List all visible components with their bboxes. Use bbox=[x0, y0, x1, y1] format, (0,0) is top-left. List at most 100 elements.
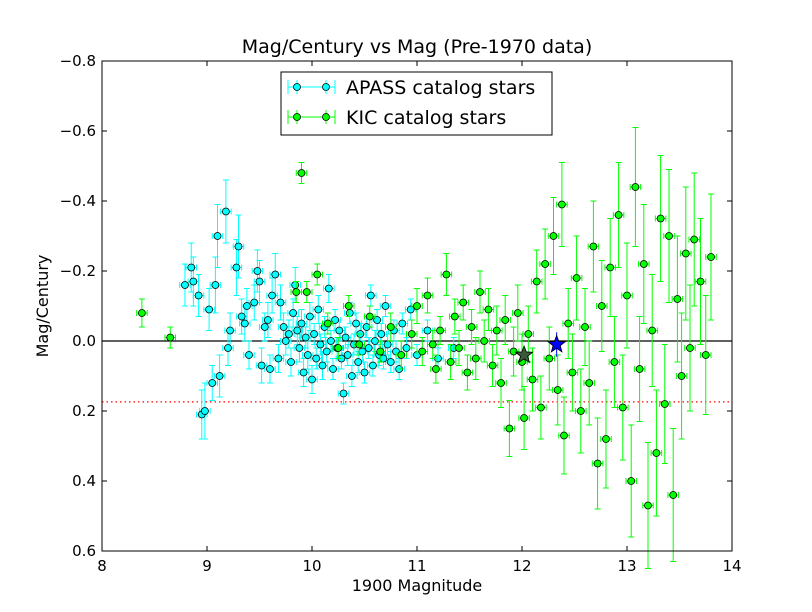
chart-title: Mag/Century vs Mag (Pre-1970 data) bbox=[242, 36, 592, 58]
target-star bbox=[547, 334, 567, 353]
data-point bbox=[257, 361, 266, 370]
data-point bbox=[224, 344, 232, 352]
data-point bbox=[406, 305, 415, 314]
data-point bbox=[690, 235, 699, 244]
data-point bbox=[334, 344, 343, 352]
data-point bbox=[312, 354, 321, 363]
data-point bbox=[707, 253, 715, 261]
data-point bbox=[284, 330, 293, 338]
data-point bbox=[208, 379, 217, 387]
data-point bbox=[623, 291, 631, 300]
data-point bbox=[215, 372, 224, 380]
data-point bbox=[537, 403, 545, 412]
data-point bbox=[383, 340, 392, 349]
data-point bbox=[279, 323, 288, 331]
data-point bbox=[187, 263, 196, 272]
data-point bbox=[442, 270, 451, 279]
data-point bbox=[297, 319, 306, 328]
data-point bbox=[194, 291, 203, 300]
y-axis: −0.8 −0.6 −0.4 −0.2 0.0 0.2 0.4 0.6 bbox=[60, 52, 732, 560]
data-point bbox=[352, 319, 361, 328]
data-point bbox=[606, 263, 615, 272]
data-point bbox=[467, 323, 476, 331]
data-point bbox=[355, 340, 364, 349]
data-point bbox=[323, 319, 332, 328]
data-point bbox=[581, 323, 589, 331]
data-point bbox=[341, 333, 350, 342]
x-tick-label: 13 bbox=[617, 557, 636, 575]
data-point bbox=[471, 354, 480, 363]
data-point bbox=[549, 232, 558, 240]
data-point bbox=[263, 316, 272, 324]
data-point bbox=[509, 347, 518, 356]
data-point bbox=[627, 477, 636, 485]
data-point bbox=[532, 277, 541, 286]
data-point bbox=[295, 344, 304, 352]
data-point bbox=[665, 232, 673, 240]
y-tick-label: 0.6 bbox=[72, 542, 96, 560]
data-point bbox=[324, 284, 333, 293]
data-point bbox=[648, 326, 657, 335]
data-point bbox=[669, 491, 678, 499]
data-point bbox=[572, 274, 581, 282]
data-point bbox=[528, 375, 537, 384]
data-point bbox=[226, 326, 235, 335]
data-point bbox=[302, 288, 311, 296]
data-point bbox=[292, 288, 301, 296]
x-tick-label: 10 bbox=[302, 557, 321, 575]
data-point bbox=[339, 389, 348, 398]
data-point bbox=[344, 302, 353, 310]
data-point bbox=[232, 263, 241, 272]
legend-marker-apass bbox=[293, 83, 301, 91]
data-point bbox=[289, 309, 298, 317]
legend-label-apass: APASS catalog stars bbox=[346, 77, 535, 99]
data-point bbox=[318, 361, 327, 370]
data-point bbox=[213, 232, 222, 240]
data-point bbox=[652, 449, 661, 457]
x-tick-label: 14 bbox=[722, 557, 741, 575]
data-point bbox=[407, 330, 416, 338]
data-point bbox=[423, 291, 432, 300]
data-point bbox=[497, 379, 505, 387]
data-point bbox=[505, 424, 514, 433]
data-point bbox=[681, 249, 690, 258]
data-point bbox=[310, 330, 319, 338]
data-point bbox=[446, 358, 455, 366]
y-axis-label: Mag/Century bbox=[33, 255, 52, 358]
legend: APASS catalog stars KIC catalog stars bbox=[280, 71, 553, 136]
data-point bbox=[326, 337, 335, 345]
data-point bbox=[137, 309, 146, 317]
legend-marker-kic bbox=[293, 113, 301, 121]
data-point bbox=[660, 400, 669, 408]
data-point bbox=[181, 281, 189, 289]
data-point bbox=[673, 295, 682, 303]
legend-marker-apass bbox=[322, 83, 330, 91]
special-points-layer bbox=[514, 332, 567, 364]
series-kic bbox=[136, 127, 717, 569]
x-axis-label: 1900 Magnitude bbox=[352, 576, 483, 595]
data-point bbox=[240, 319, 249, 328]
data-point bbox=[677, 372, 686, 380]
x-tick-label: 11 bbox=[407, 557, 426, 575]
data-point bbox=[614, 211, 623, 219]
data-point bbox=[376, 347, 385, 356]
data-point bbox=[364, 344, 373, 352]
y-tick-label: −0.6 bbox=[60, 122, 96, 140]
data-point bbox=[686, 344, 694, 352]
data-point bbox=[234, 242, 243, 251]
data-point bbox=[260, 323, 269, 331]
data-point bbox=[431, 365, 440, 373]
x-tick-label: 12 bbox=[512, 557, 531, 575]
data-point bbox=[558, 200, 566, 209]
data-point bbox=[366, 291, 375, 300]
data-point bbox=[322, 347, 331, 356]
data-point bbox=[293, 326, 302, 335]
data-point bbox=[568, 368, 577, 377]
x-tick-label: 8 bbox=[97, 557, 107, 575]
data-point bbox=[602, 435, 610, 443]
data-point bbox=[335, 326, 344, 335]
data-point bbox=[266, 365, 274, 373]
data-point bbox=[237, 312, 246, 321]
data-point bbox=[200, 407, 209, 415]
data-point bbox=[413, 302, 421, 310]
